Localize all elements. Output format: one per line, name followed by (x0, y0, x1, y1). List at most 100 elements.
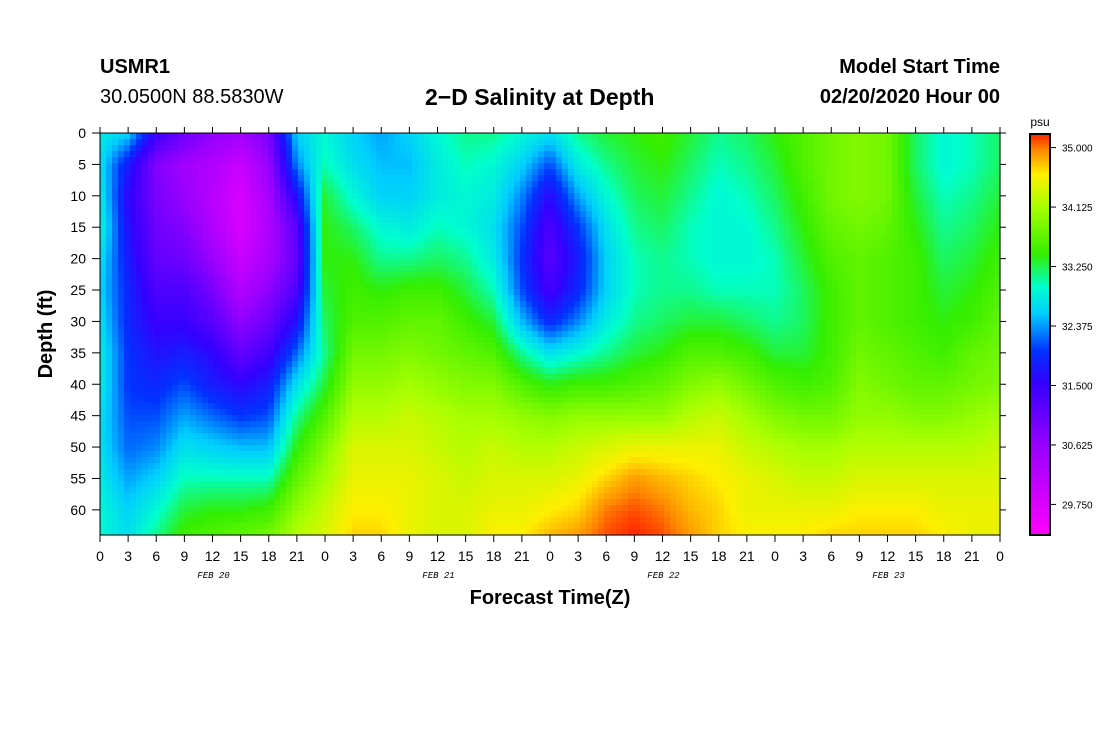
heatmap-cell (472, 349, 479, 356)
heatmap-cell (424, 241, 431, 248)
heatmap-cell (202, 409, 209, 416)
heatmap-cell (442, 259, 449, 266)
heatmap-cell (346, 385, 353, 392)
heatmap-cell (262, 475, 269, 482)
heatmap-cell (490, 271, 497, 278)
heatmap-cell (454, 511, 461, 518)
heatmap-cell (208, 259, 215, 266)
heatmap-cell (238, 475, 245, 482)
heatmap-cell (346, 493, 353, 500)
heatmap-cell (340, 361, 347, 368)
heatmap-cell (406, 427, 413, 434)
heatmap-cell (250, 403, 257, 410)
heatmap-cell (304, 403, 311, 410)
heatmap-cell (334, 163, 341, 170)
heatmap-cell (484, 469, 491, 476)
heatmap-cell (250, 229, 257, 236)
heatmap-cell (472, 427, 479, 434)
heatmap-cell (118, 523, 125, 530)
heatmap-cell (280, 301, 287, 308)
heatmap-cell (220, 181, 227, 188)
heatmap-cell (220, 277, 227, 284)
heatmap-cell (484, 205, 491, 212)
heatmap-cell (202, 517, 209, 524)
heatmap-cell (478, 409, 485, 416)
heatmap-cell (106, 421, 113, 428)
heatmap-cell (484, 133, 491, 140)
heatmap-cell (454, 301, 461, 308)
heatmap-cell (520, 169, 527, 176)
heatmap-cell (226, 139, 233, 146)
heatmap-cell (424, 325, 431, 332)
heatmap-cell (484, 493, 491, 500)
heatmap-cell (460, 511, 467, 518)
heatmap-cell (454, 481, 461, 488)
heatmap-cell (148, 391, 155, 398)
heatmap-cell (454, 397, 461, 404)
heatmap-cell (514, 421, 521, 428)
heatmap-cell (190, 301, 197, 308)
heatmap-cell (142, 355, 149, 362)
heatmap-cell (262, 253, 269, 260)
heatmap-cell (538, 517, 545, 524)
heatmap-cell (328, 331, 335, 338)
heatmap-cell (262, 235, 269, 242)
heatmap-cell (520, 385, 527, 392)
heatmap-cell (130, 163, 137, 170)
heatmap-cell (460, 529, 467, 536)
heatmap-cell (226, 205, 233, 212)
heatmap-cell (430, 325, 437, 332)
heatmap-cell (472, 373, 479, 380)
heatmap-cell (328, 247, 335, 254)
heatmap-cell (310, 313, 317, 320)
heatmap-cell (358, 355, 365, 362)
heatmap-cell (526, 421, 533, 428)
heatmap-cell (328, 427, 335, 434)
heatmap-cell (274, 241, 281, 248)
heatmap-cell (520, 235, 527, 242)
heatmap-cell (388, 199, 395, 206)
heatmap-cell (496, 439, 503, 446)
heatmap-cell (526, 385, 533, 392)
heatmap-cell (442, 229, 449, 236)
heatmap-cell (136, 523, 143, 530)
heatmap-cell (214, 319, 221, 326)
heatmap-cell (244, 145, 251, 152)
heatmap-cell (238, 133, 245, 140)
heatmap-cell (376, 241, 383, 248)
heatmap-cell (346, 133, 353, 140)
heatmap-cell (250, 481, 257, 488)
heatmap-cell (490, 253, 497, 260)
heatmap-cell (100, 193, 107, 200)
heatmap-cell (544, 331, 551, 338)
heatmap-cell (460, 175, 467, 182)
heatmap-cell (364, 499, 371, 506)
heatmap-cell (184, 373, 191, 380)
heatmap-cell (526, 355, 533, 362)
heatmap-cell (232, 499, 239, 506)
heatmap-cell (130, 463, 137, 470)
heatmap-cell (160, 175, 167, 182)
heatmap-cell (256, 145, 263, 152)
heatmap-cell (412, 151, 419, 158)
heatmap-cell (430, 469, 437, 476)
heatmap-cell (430, 169, 437, 176)
heatmap-cell (268, 499, 275, 506)
heatmap-cell (340, 409, 347, 416)
heatmap-cell (328, 277, 335, 284)
heatmap-cell (202, 259, 209, 266)
heatmap-cell (352, 469, 359, 476)
heatmap-cell (394, 403, 401, 410)
heatmap-cell (202, 433, 209, 440)
heatmap-cell (286, 139, 293, 146)
heatmap-cell (454, 319, 461, 326)
heatmap-cell (232, 139, 239, 146)
heatmap-cell (364, 187, 371, 194)
heatmap-cell (460, 211, 467, 218)
heatmap-cell (364, 415, 371, 422)
heatmap-cell (190, 433, 197, 440)
heatmap-cell (298, 397, 305, 404)
heatmap-cell (262, 355, 269, 362)
heatmap-cell (154, 187, 161, 194)
heatmap-cell (172, 313, 179, 320)
